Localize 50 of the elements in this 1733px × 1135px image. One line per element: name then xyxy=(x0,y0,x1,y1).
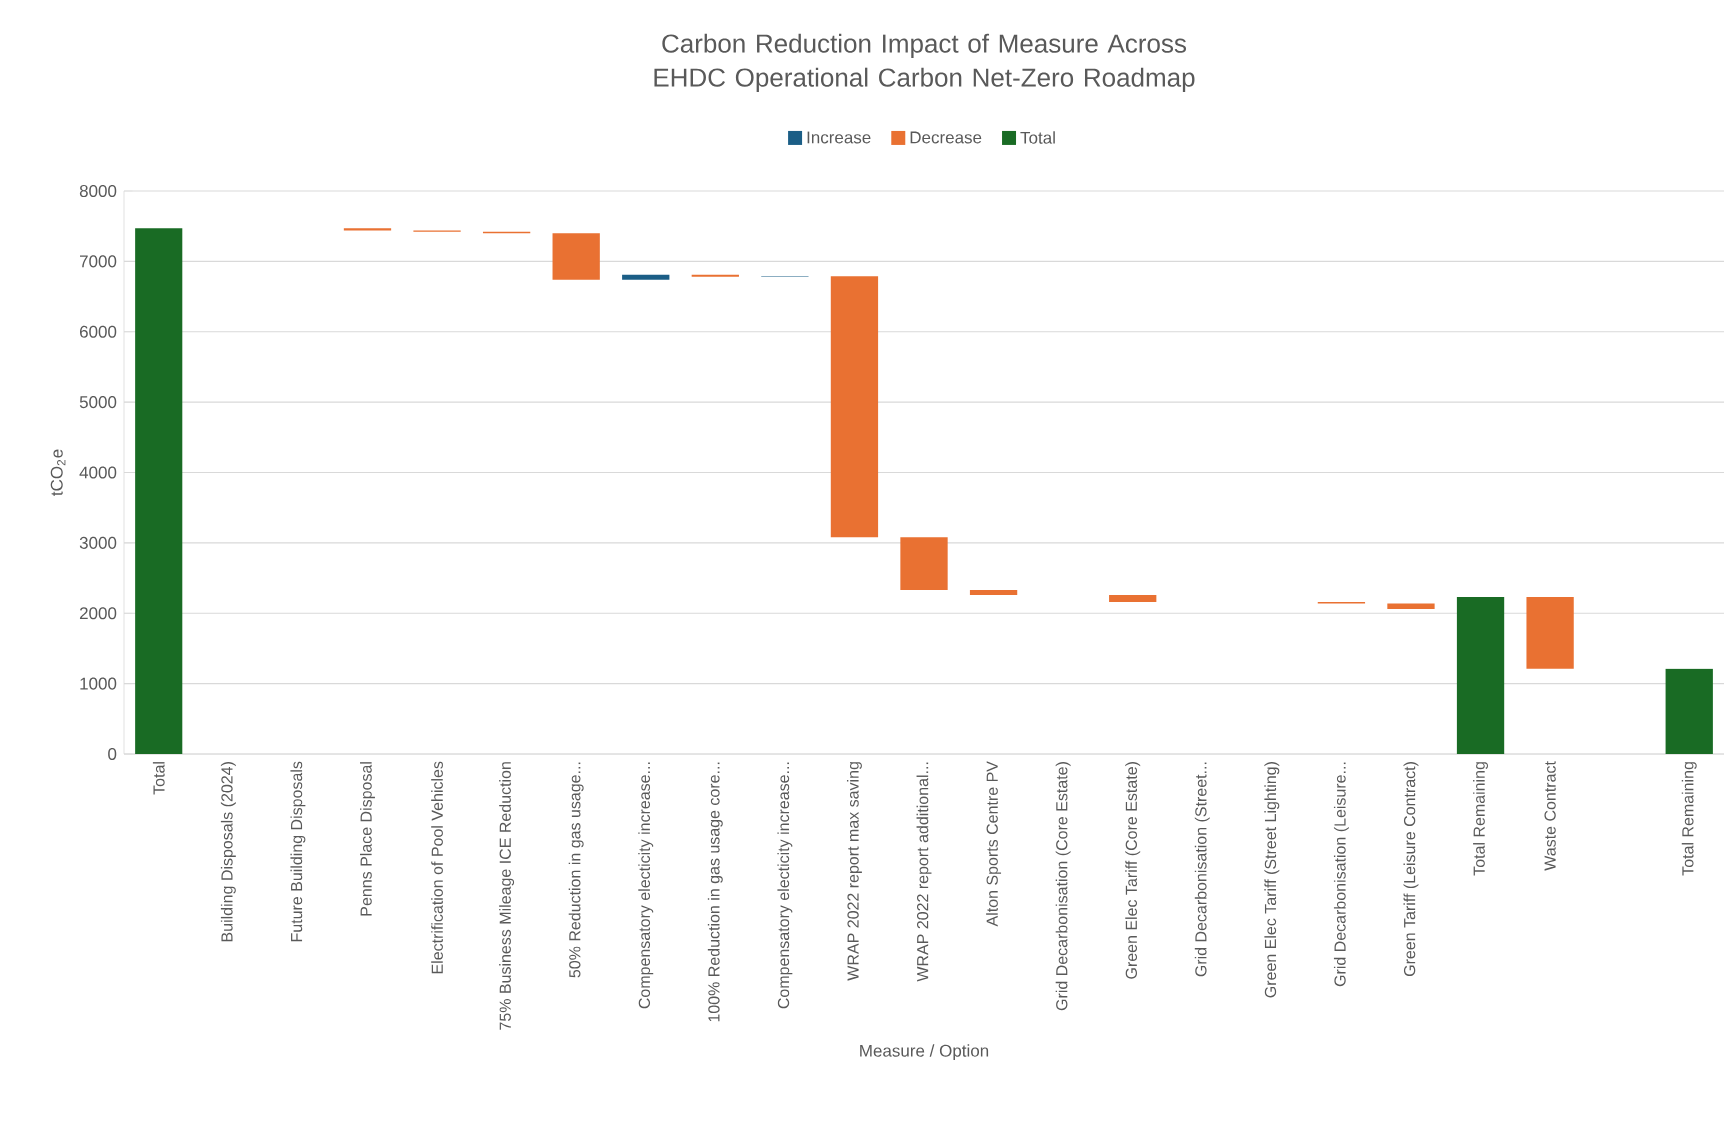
x-tick-label: Alton Sports Centre PV xyxy=(986,761,1002,927)
y-tick-label: 3000 xyxy=(79,536,117,549)
legend-label: Total xyxy=(1020,131,1055,144)
legend-label: Decrease xyxy=(910,131,982,144)
x-tick-label: Compensatory electicity increase... xyxy=(777,762,793,1009)
bar xyxy=(691,274,739,277)
x-tick-label: Total Remaining xyxy=(1473,762,1488,876)
x-tick-label: 50% Reduction in gas usage... xyxy=(568,762,584,978)
y-axis-title: tCO$_{2}$e xyxy=(50,449,66,496)
y-tick-label: 2000 xyxy=(79,607,117,620)
bar xyxy=(552,233,600,280)
bar xyxy=(900,537,948,591)
y-tick-label: 0 xyxy=(108,747,117,761)
x-tick-label: Building Disposals (2024) xyxy=(220,762,236,942)
legend-label: Increase xyxy=(807,131,871,144)
x-tick-label: Grid Decarbonisation (Leisure... xyxy=(1333,762,1349,987)
x-tick-label: Green Tariff (Leisure Contract) xyxy=(1403,762,1419,977)
bar xyxy=(1387,603,1435,610)
y-tick-label: 1000 xyxy=(80,677,117,690)
x-tick-label: Total xyxy=(152,762,165,795)
x-tick-label: Grid Decarbonisation (Street... xyxy=(1194,762,1210,977)
x-tick-label: WRAP 2022 report additional... xyxy=(916,762,932,982)
x-tick-label: 75% Business Mileage ICE Reduction xyxy=(499,762,515,1030)
chart-title: Carbon Reduction Impact of Measure Across EHDC Operational Carbon Net-Zero Roadmap xyxy=(654,33,1195,92)
x-tick-label: Total Remaining xyxy=(1681,762,1697,876)
bar xyxy=(343,228,392,231)
y-tick-label: 6000 xyxy=(80,325,117,338)
bar xyxy=(1665,668,1713,754)
y-tick-label: 5000 xyxy=(79,396,117,409)
x-tick-label: Future Building Disposals xyxy=(290,761,306,942)
x-tick-label: Waste Contract xyxy=(1544,761,1556,871)
x-tick-label: Penns Place Disposal xyxy=(360,762,375,916)
bar xyxy=(1456,597,1505,754)
x-axis-title: Measure / Option xyxy=(860,1044,989,1061)
x-tick-label: WRAP 2022 report max saving xyxy=(846,762,862,981)
y-tick-label: 4000 xyxy=(79,466,117,479)
bar xyxy=(830,276,879,538)
bar xyxy=(1526,597,1574,669)
bar xyxy=(969,590,1018,595)
y-tick-label: 7000 xyxy=(80,255,117,268)
x-tick-label: Green Elec Tariff (Core Estate) xyxy=(1125,762,1141,979)
y-tick-label: 8000 xyxy=(79,185,117,198)
bar xyxy=(1109,594,1157,602)
x-tick-label: 100% Reduction in gas usage core... xyxy=(707,762,723,1022)
x-tick-label: Grid Decarbonisation (Core Estate) xyxy=(1055,762,1071,1011)
x-tick-label: Compensatory electicity increase... xyxy=(638,762,654,1009)
bar xyxy=(622,274,670,280)
x-tick-label: Electrification of Pool Vehicles xyxy=(431,761,443,974)
x-tick-label: Green Elec Tariff (Street Lighting) xyxy=(1264,762,1280,998)
bar xyxy=(135,228,183,754)
